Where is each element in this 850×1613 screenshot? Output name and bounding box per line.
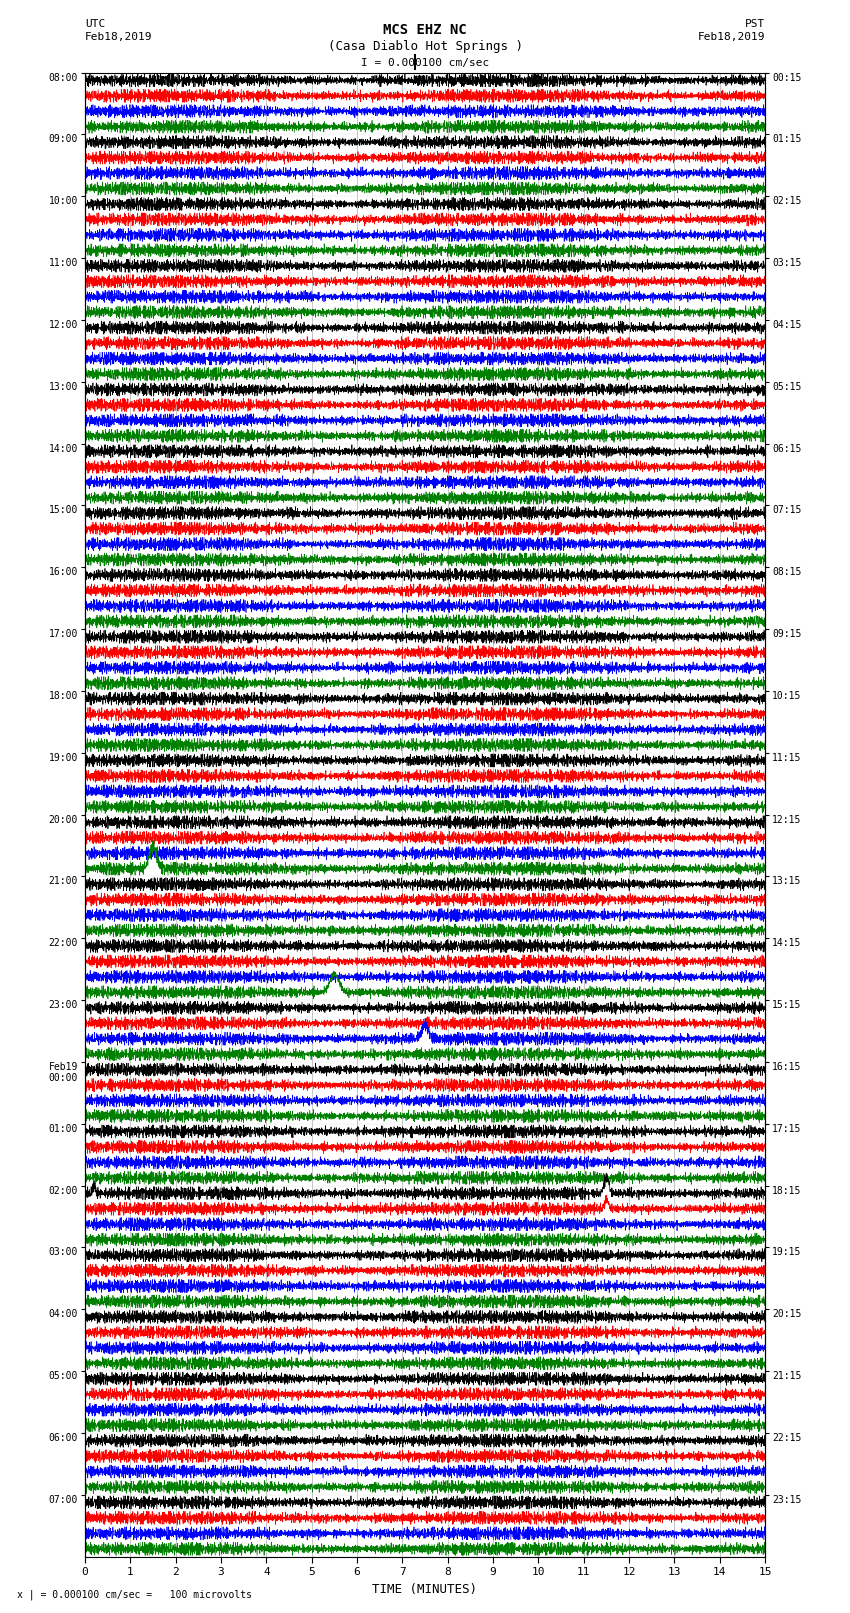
Text: Feb18,2019: Feb18,2019 (85, 32, 152, 42)
Text: x | = 0.000100 cm/sec =   100 microvolts: x | = 0.000100 cm/sec = 100 microvolts (17, 1589, 252, 1600)
Text: I = 0.000100 cm/sec: I = 0.000100 cm/sec (361, 58, 489, 68)
Text: UTC: UTC (85, 19, 105, 29)
Text: PST: PST (745, 19, 765, 29)
Text: (Casa Diablo Hot Springs ): (Casa Diablo Hot Springs ) (327, 40, 523, 53)
Text: Feb18,2019: Feb18,2019 (698, 32, 765, 42)
Text: MCS EHZ NC: MCS EHZ NC (383, 23, 467, 37)
X-axis label: TIME (MINUTES): TIME (MINUTES) (372, 1582, 478, 1595)
